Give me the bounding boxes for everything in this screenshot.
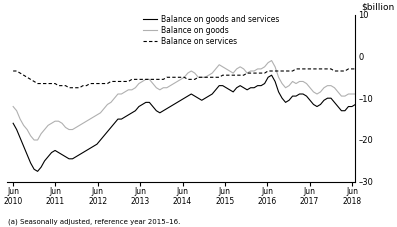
Balance on goods (94, 114, 99, 116)
Legend: Balance on goods and services, Balance on goods, Balance on services: Balance on goods and services, Balance o… (143, 15, 279, 46)
Balance on goods and services (119, 118, 124, 121)
Balance on services (67, 86, 71, 89)
Balance on services (119, 80, 124, 83)
Balance on goods (32, 139, 37, 141)
Line: Balance on goods: Balance on goods (13, 61, 355, 140)
Text: $billion: $billion (361, 3, 394, 12)
Balance on services (283, 70, 288, 72)
Balance on goods and services (105, 130, 110, 133)
Balance on goods (185, 72, 190, 74)
Balance on goods and services (35, 170, 40, 173)
Balance on goods and services (94, 143, 99, 146)
Balance on goods (269, 59, 274, 62)
Balance on goods and services (196, 97, 200, 100)
Balance on goods and services (353, 103, 358, 106)
Balance on goods (11, 105, 15, 108)
Balance on services (94, 82, 99, 85)
Balance on services (105, 82, 110, 85)
Balance on goods and services (185, 95, 190, 97)
Line: Balance on goods and services: Balance on goods and services (13, 75, 355, 171)
Balance on services (294, 68, 299, 70)
Balance on services (196, 76, 200, 79)
Balance on goods and services (11, 122, 15, 125)
Balance on goods and services (269, 74, 274, 76)
Balance on goods (119, 93, 124, 95)
Balance on goods (353, 93, 358, 95)
Balance on goods (287, 84, 291, 87)
Balance on services (353, 68, 358, 70)
Balance on goods (105, 103, 110, 106)
Line: Balance on services: Balance on services (13, 69, 355, 88)
Balance on goods (196, 76, 200, 79)
Balance on services (11, 70, 15, 72)
Balance on services (185, 78, 190, 81)
Text: (a) Seasonally adjusted, reference year 2015–16.: (a) Seasonally adjusted, reference year … (8, 218, 180, 225)
Balance on goods and services (287, 99, 291, 102)
